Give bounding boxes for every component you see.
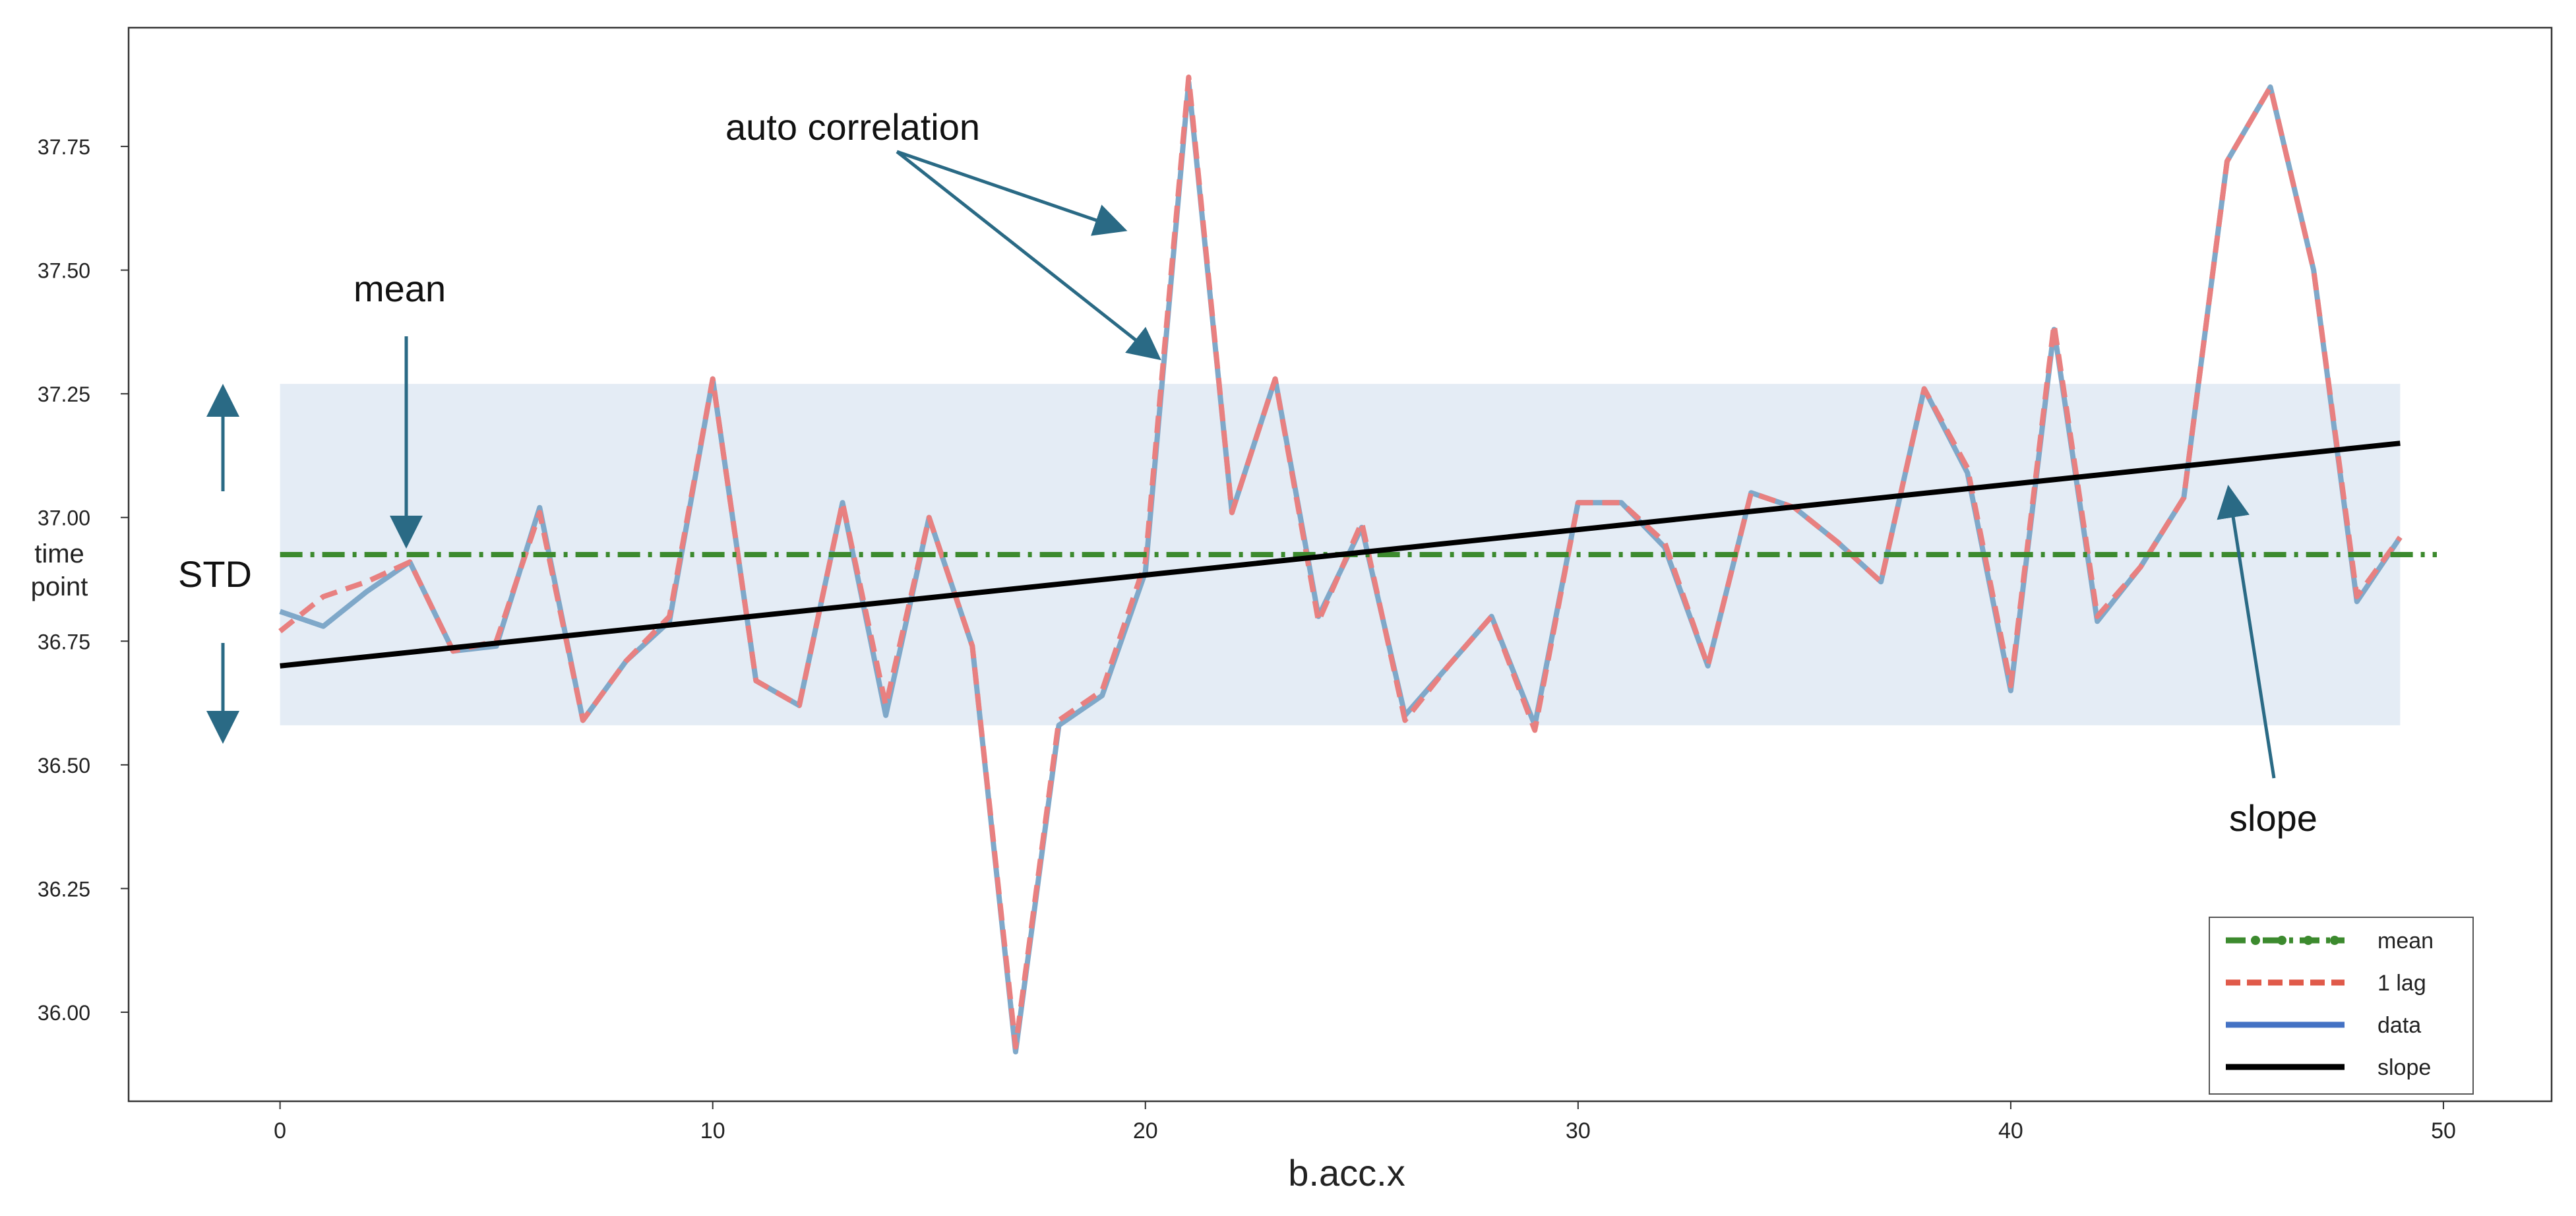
x-axis-label: b.acc.x [1288,1152,1405,1194]
arrow-icon [2217,485,2276,779]
legend-label: slope [2377,1055,2431,1080]
annotation-auto-correlation: auto correlation [725,106,980,148]
x-tick-label: 10 [700,1118,725,1143]
legend-marker [2251,936,2260,945]
legend-label: 1 lag [2377,971,2426,996]
y-tick-label: 36.25 [38,877,90,901]
annotation-mean: mean [353,268,446,309]
legend-marker [2330,936,2339,945]
slope-line [280,441,2401,669]
legend-marker [2304,936,2313,945]
y-tick-label: 37.00 [38,506,90,530]
plot-frame [127,26,2553,1103]
y-axis-label: time [34,539,84,568]
y-tick-label: 37.75 [38,135,90,159]
series-line-1-lag [278,75,2403,1050]
y-tick-label: 37.50 [38,259,90,283]
x-tick-label: 30 [1566,1118,1591,1143]
y-axis-label: point [31,572,88,601]
annotation-std: STD [178,553,252,595]
annotation-slope: slope [2229,797,2317,839]
y-tick-label: 36.75 [38,630,90,654]
y-tick-label: 36.50 [38,754,90,777]
arrow-icon [896,150,1161,361]
x-tick-label: 50 [2431,1118,2456,1143]
x-tick-label: 0 [274,1118,286,1143]
x-tick-label: 40 [1998,1118,2023,1143]
y-tick-label: 36.00 [38,1001,90,1025]
y-tick-label: 37.25 [38,382,90,406]
legend-label: data [2377,1013,2421,1038]
legend-marker [2277,936,2286,945]
x-tick-label: 20 [1133,1118,1158,1143]
arrow-icon [896,150,1128,236]
legend-label: mean [2377,928,2434,954]
